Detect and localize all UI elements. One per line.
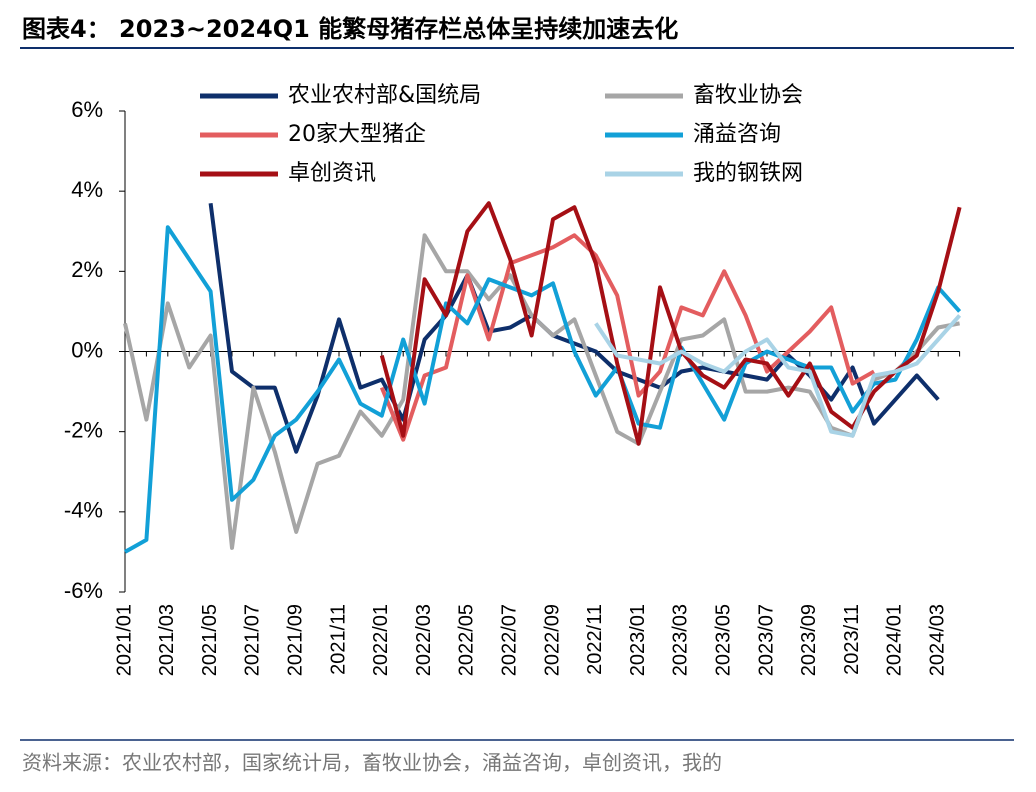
y-tick-label: 4% <box>71 177 103 202</box>
y-tick-label: 6% <box>71 97 103 122</box>
x-tick-label: 2023/11 <box>841 604 863 675</box>
x-tick-label: 2023/09 <box>798 604 820 676</box>
legend-label: 农业农村部&国统局 <box>288 83 481 108</box>
x-tick-label: 2022/07 <box>498 604 520 676</box>
legend-label: 20家大型猪企 <box>288 122 426 147</box>
x-tick-label: 2021/05 <box>199 604 221 676</box>
y-tick-label: 0% <box>71 337 103 362</box>
x-tick-label: 2022/03 <box>413 604 435 676</box>
chart-title: 图表4： 2023~2024Q1 能繁母猪存栏总体呈持续加速去化 <box>22 15 678 43</box>
x-tick-label: 2024/03 <box>926 604 948 676</box>
y-tick-label: -6% <box>64 578 103 603</box>
series-line <box>208 202 940 454</box>
series-line <box>124 225 962 554</box>
x-tick-label: 2021/01 <box>113 604 135 676</box>
legend-label: 涌益咨询 <box>693 122 781 147</box>
legend-label: 畜牧业协会 <box>693 83 803 108</box>
x-tick-label: 2021/09 <box>284 604 306 676</box>
y-tick-label: -2% <box>64 417 103 442</box>
x-tick-label: 2021/03 <box>156 604 178 676</box>
source-note: 资料来源：农业农村部，国家统计局，畜牧业协会，涌益咨询，卓创资讯，我的 <box>22 751 722 775</box>
y-tick-label: -4% <box>64 498 103 523</box>
x-tick-label: 2021/07 <box>242 604 264 676</box>
x-tick-label: 2023/01 <box>627 604 649 676</box>
series-line <box>379 233 875 442</box>
legend-label: 卓创资讯 <box>288 161 376 186</box>
x-tick-label: 2022/09 <box>541 604 563 676</box>
x-tick-label: 2022/11 <box>584 604 606 675</box>
y-tick-label: 2% <box>71 257 103 282</box>
x-tick-label: 2021/11 <box>327 604 349 675</box>
x-tick-label: 2023/07 <box>755 604 777 676</box>
legend-label: 我的钢铁网 <box>693 161 803 186</box>
x-tick-label: 2023/05 <box>712 604 734 676</box>
x-tick-label: 2023/03 <box>670 604 692 676</box>
x-tick-label: 2022/01 <box>370 604 392 676</box>
series-line <box>123 233 960 550</box>
series-line <box>594 314 962 438</box>
x-tick-label: 2022/05 <box>456 604 478 676</box>
x-tick-label: 2024/01 <box>884 604 906 676</box>
